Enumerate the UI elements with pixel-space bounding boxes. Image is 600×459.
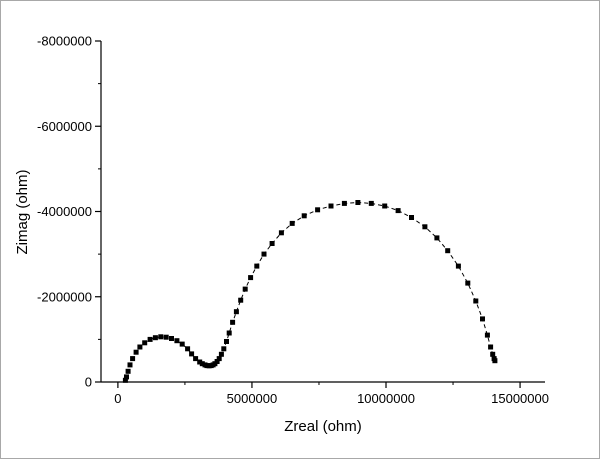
- data-point-marker: [395, 208, 401, 214]
- data-point-marker: [169, 336, 174, 341]
- data-point-marker: [233, 309, 239, 315]
- data-point-marker: [137, 344, 143, 350]
- data-point-marker: [224, 339, 229, 344]
- data-point-marker: [185, 346, 191, 352]
- data-point-marker: [465, 280, 471, 286]
- data-point-marker: [218, 351, 224, 357]
- data-point-marker: [301, 213, 307, 219]
- data-point-marker: [174, 338, 180, 344]
- data-point-marker: [189, 351, 195, 357]
- data-point-marker: [130, 356, 136, 362]
- data-point-marker: [122, 377, 128, 383]
- data-point-marker: [254, 263, 260, 269]
- data-point-marker: [127, 362, 133, 368]
- data-point-marker: [125, 368, 131, 374]
- data-point-marker: [422, 224, 428, 230]
- data-point-marker: [490, 351, 496, 357]
- data-point-marker: [492, 358, 498, 364]
- x-tick-label: 10000000: [357, 391, 415, 406]
- data-point-marker: [382, 203, 388, 209]
- y-tick-label: -2000000: [37, 289, 92, 304]
- data-point-marker: [434, 235, 440, 241]
- data-point-marker: [484, 332, 490, 338]
- data-point-marker: [124, 374, 129, 380]
- data-point-marker: [214, 359, 220, 364]
- data-point-marker: [163, 334, 169, 340]
- y-tick-label: -8000000: [37, 34, 92, 49]
- y-tick-label: -6000000: [37, 119, 92, 134]
- data-point-marker: [368, 200, 374, 206]
- data-point-marker: [269, 241, 275, 246]
- x-tick-label: 5000000: [227, 391, 278, 406]
- data-point-marker: [355, 200, 361, 205]
- data-point-marker: [221, 346, 227, 352]
- x-axis-title: Zreal (ohm): [284, 418, 362, 435]
- data-point-marker: [230, 319, 236, 325]
- data-point-marker: [341, 200, 347, 206]
- data-point-marker: [193, 356, 199, 362]
- data-point-marker: [216, 356, 222, 362]
- data-point-marker: [197, 359, 203, 365]
- data-point-marker: [445, 248, 451, 254]
- data-point-marker: [480, 316, 485, 322]
- data-point-marker: [455, 263, 461, 269]
- data-point-marker: [199, 361, 205, 367]
- data-point-marker: [248, 275, 254, 281]
- data-point-marker: [158, 334, 164, 340]
- data-point-marker: [315, 207, 321, 213]
- data-point-marker: [289, 220, 295, 226]
- data-point-marker: [142, 340, 148, 346]
- data-point-marker: [409, 215, 414, 220]
- data-point-marker: [226, 330, 232, 336]
- data-point-marker: [473, 298, 479, 304]
- axes: 0 5000000 10000000 15000000 0 -2000000 -400000…: [37, 34, 549, 407]
- data-point-marker: [179, 341, 185, 347]
- data-point-marker: [278, 230, 284, 236]
- data-point-marker: [152, 335, 158, 341]
- data-point-marker: [261, 251, 267, 257]
- y-tick-label: -4000000: [37, 204, 92, 219]
- y-axis-title: Zimag (ohm): [14, 169, 31, 254]
- x-tick-label: 15000000: [491, 391, 549, 406]
- data-point-marker: [133, 349, 139, 355]
- y-tick-label: 0: [85, 375, 92, 390]
- data-point-marker: [488, 344, 494, 350]
- data-series: [122, 200, 498, 383]
- x-tick-label: 0: [114, 391, 121, 406]
- data-point-marker: [238, 297, 244, 303]
- data-point-marker: [328, 203, 334, 209]
- series-line: [124, 201, 496, 381]
- data-point-marker: [147, 336, 153, 342]
- data-point-marker: [242, 286, 248, 292]
